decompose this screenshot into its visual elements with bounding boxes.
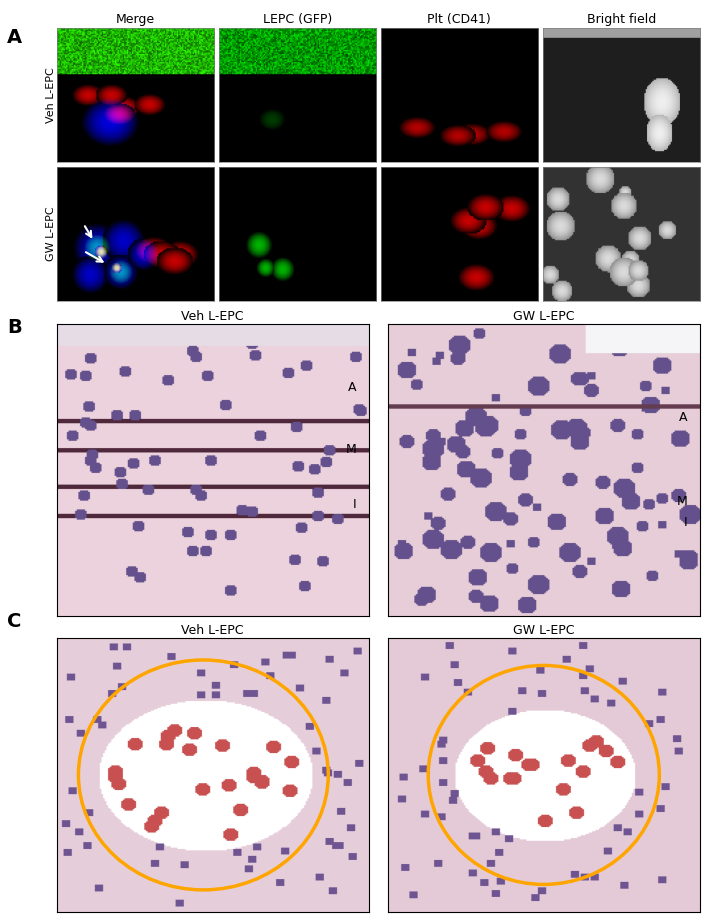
Text: C: C [7,612,21,632]
Title: GW L-EPC: GW L-EPC [513,624,575,637]
Title: GW L-EPC: GW L-EPC [513,309,575,322]
Text: I: I [684,516,687,529]
Text: I: I [353,498,356,511]
Title: Veh L-EPC: Veh L-EPC [182,309,244,322]
Text: A: A [348,381,356,394]
Text: B: B [7,318,22,337]
Title: Merge: Merge [116,14,155,27]
Text: M: M [346,443,356,456]
Text: M: M [677,495,687,508]
Title: Veh L-EPC: Veh L-EPC [182,624,244,637]
Y-axis label: Veh L-EPC: Veh L-EPC [46,67,56,122]
Y-axis label: GW L-EPC: GW L-EPC [46,206,56,262]
Title: Plt (CD41): Plt (CD41) [427,14,491,27]
Text: A: A [7,28,22,47]
Title: Bright field: Bright field [587,14,656,27]
Title: LEPC (GFP): LEPC (GFP) [262,14,332,27]
Text: A: A [679,411,687,424]
